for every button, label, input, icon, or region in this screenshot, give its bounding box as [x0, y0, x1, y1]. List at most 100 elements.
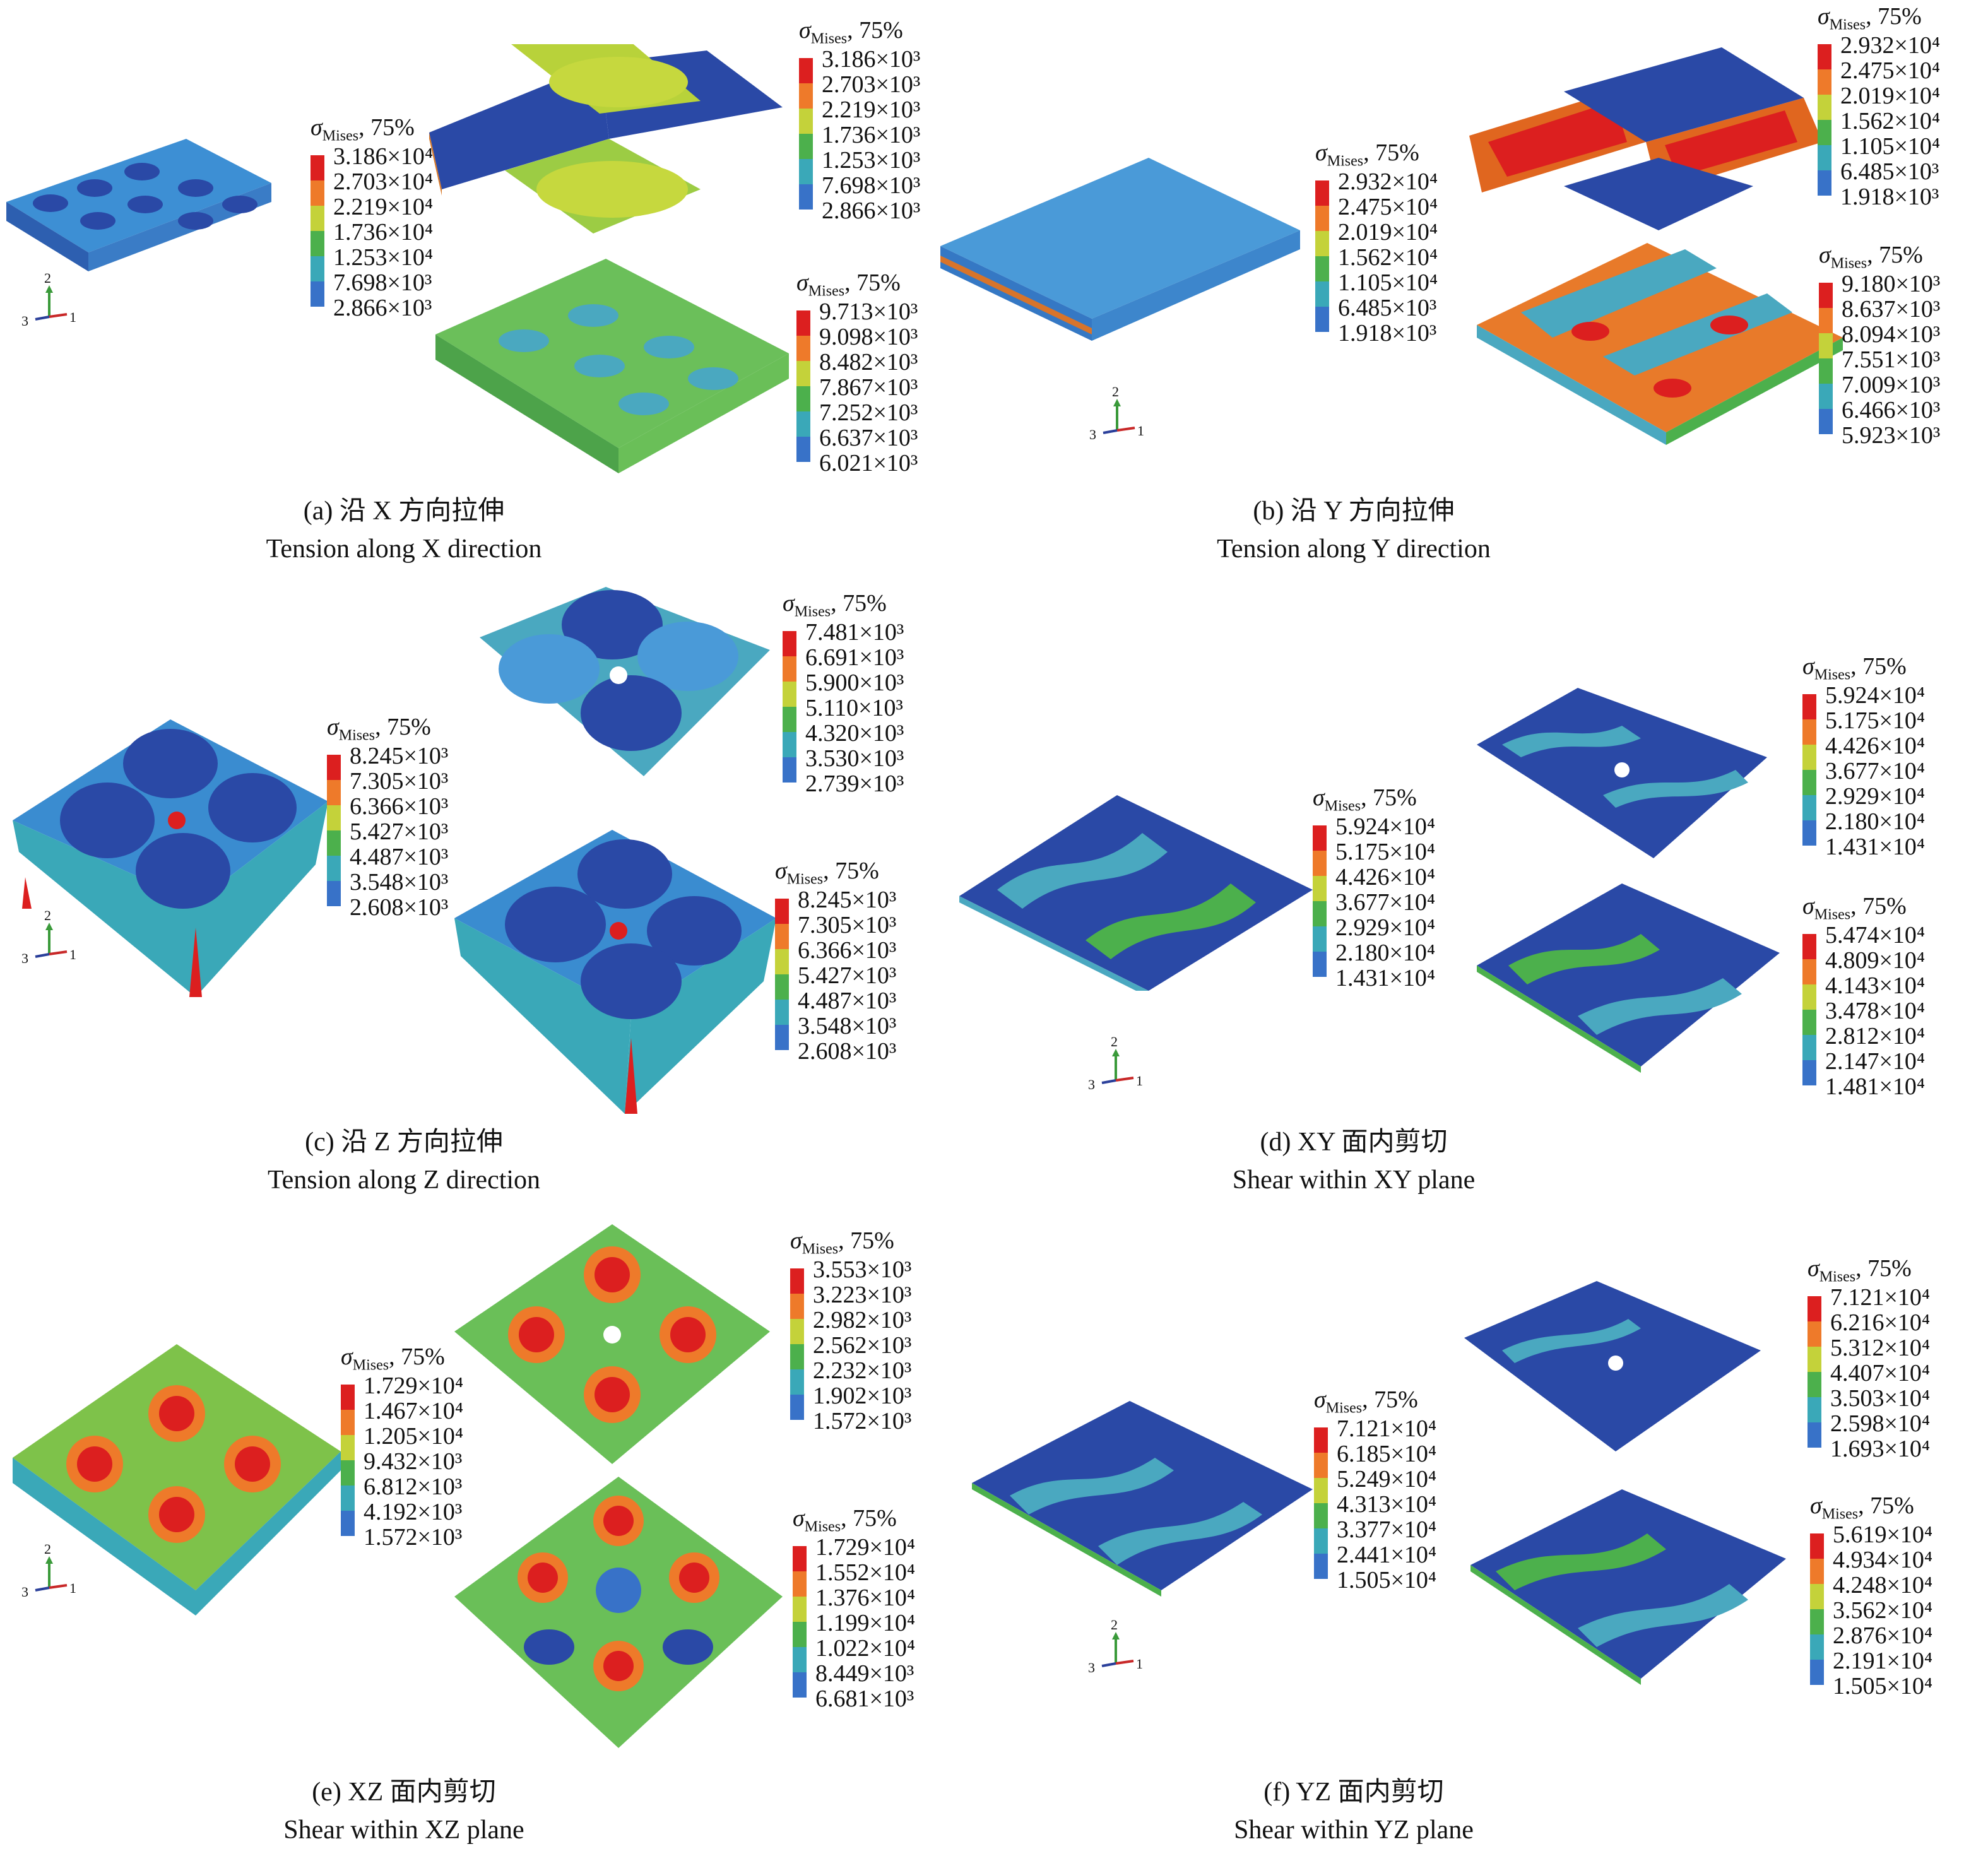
panel-b-legend-bottom: σMises, 75% 9.180×10³ 8.637×10³ 8.094×10³ 7.…: [1819, 239, 1988, 448]
legend-value: 3.548×10³: [350, 869, 449, 895]
legend-color-swatch: [1313, 901, 1327, 926]
legend-value: 3.677×10⁴: [1825, 758, 1926, 784]
legend-color-swatch: [796, 310, 810, 336]
panel-e-model-top: [454, 1224, 770, 1464]
legend-colorbar: [793, 1546, 807, 1698]
panel-b-model-main: [940, 158, 1300, 341]
legend-color-swatch: [793, 1647, 807, 1672]
legend-color-swatch: [793, 1571, 807, 1597]
panel-c-legend-main: σMises, 75% 8.245×10³ 7.305×10³ 6.366×10³ 5.…: [327, 711, 510, 920]
panel-a: σMises, 75% 3.186×10⁴ 2.703×10⁴ 2.219×10⁴ 1.…: [0, 0, 985, 606]
axis-3-line: [1101, 1662, 1116, 1667]
legend-value: 1.431×10⁴: [1335, 965, 1436, 991]
legend-color-swatch: [1315, 256, 1329, 281]
panel-a-legend-bottom: σMises, 75% 9.713×10³ 9.098×10³ 8.482×10³ 7.…: [796, 266, 979, 476]
legend-color-swatch: [1819, 283, 1833, 308]
legend-value: 4.248×10⁴: [1833, 1572, 1933, 1598]
panel-c-model-bottom: [454, 830, 776, 1114]
panel-f-legend-main: σMises, 75% 7.121×10⁴ 6.185×10⁴ 5.249×10⁴ 4.…: [1314, 1383, 1497, 1593]
legend-title: σMises, 75%: [1808, 1255, 1912, 1285]
legend-color-swatch: [1818, 44, 1831, 69]
axis-3-label: 3: [1089, 427, 1096, 442]
axis-2-arrow: [45, 1556, 53, 1564]
legend-color-swatch: [1315, 231, 1329, 256]
legend-value: 7.009×10³: [1842, 372, 1941, 398]
legend-color-swatch: [1808, 1372, 1821, 1397]
legend-value: 6.637×10³: [819, 425, 918, 451]
legend-color-swatch: [341, 1486, 355, 1511]
legend-color-swatch: [799, 58, 813, 83]
legend-value: 4.407×10⁴: [1830, 1360, 1931, 1386]
panel-e-model-bottom: [454, 1477, 783, 1748]
legend-color-swatch: [1810, 1533, 1824, 1559]
legend-value: 1.431×10⁴: [1825, 834, 1926, 860]
panel-d-axis-triad: 2 1 3: [1088, 1036, 1143, 1092]
legend-color-swatch: [311, 206, 324, 231]
legend-color-swatch: [311, 155, 324, 180]
legend-value: 4.192×10³: [364, 1499, 463, 1525]
panel-c-axis-triad: 2 1 3: [21, 910, 76, 966]
panel-d: σMises, 75% 5.924×10⁴ 5.175×10⁴ 4.426×10⁴ 3.…: [959, 587, 1969, 1195]
legend-value: 3.478×10⁴: [1825, 998, 1926, 1024]
legend-color-swatch: [1819, 308, 1833, 333]
legend-value: 3.553×10³: [813, 1256, 912, 1283]
legend-color-swatch: [796, 386, 810, 411]
panel-b-caption: (b) 沿 Y 方向拉伸 Tension along Y direction: [1038, 492, 1669, 568]
legend-color-swatch: [793, 1546, 807, 1571]
legend-value: 5.924×10⁴: [1825, 682, 1926, 709]
legend-color-swatch: [1808, 1296, 1821, 1321]
legend-color-swatch: [1818, 120, 1831, 145]
legend-value: 4.320×10³: [805, 720, 904, 747]
axis-3-label: 3: [1088, 1077, 1095, 1092]
legend-color-swatch: [783, 757, 796, 783]
legend-color-swatch: [1802, 770, 1816, 795]
legend-value: 7.481×10³: [805, 619, 904, 646]
legend-value: 3.377×10⁴: [1337, 1516, 1437, 1543]
panel-f-legend-bottom: σMises, 75% 5.619×10⁴ 4.934×10⁴ 4.248×10⁴ 3.…: [1810, 1489, 1988, 1699]
legend-colorbar: [327, 755, 341, 906]
legend-color-swatch: [799, 83, 813, 109]
legend-value: 5.474×10⁴: [1825, 922, 1926, 948]
legend-value: 3.186×10³: [822, 46, 921, 73]
legend-value: 3.223×10³: [813, 1282, 912, 1308]
legend-color-swatch: [1808, 1347, 1821, 1372]
legend-color-swatch: [1802, 719, 1816, 745]
legend-title: σMises, 75%: [311, 114, 415, 145]
legend-value: 9.180×10³: [1842, 271, 1941, 297]
legend-color-swatch: [783, 707, 796, 732]
legend-color-swatch: [796, 336, 810, 361]
legend-value: 1.729×10⁴: [815, 1534, 916, 1561]
legend-value: 2.929×10⁴: [1335, 914, 1436, 941]
legend-value: 9.432×10³: [364, 1448, 463, 1475]
panel-f-legend-top: σMises, 75% 7.121×10⁴ 6.216×10⁴ 5.312×10⁴ 4.…: [1808, 1252, 1988, 1462]
legend-value: 2.475×10⁴: [1840, 57, 1941, 84]
legend-value: 9.713×10³: [819, 298, 918, 325]
legend-value: 1.505×10⁴: [1337, 1567, 1437, 1593]
legend-value: 6.366×10³: [798, 937, 897, 964]
legend-value: 5.923×10³: [1842, 422, 1941, 449]
legend-value: 8.245×10³: [798, 887, 897, 913]
legend-color-swatch: [1802, 1010, 1816, 1035]
legend-value: 5.175×10⁴: [1825, 707, 1926, 734]
panel-f: σMises, 75% 7.121×10⁴ 6.185×10⁴ 5.249×10⁴ 4.…: [972, 1224, 1969, 1845]
panel-a-caption-en: Tension along X direction: [266, 535, 542, 564]
axis-1-line: [1115, 1660, 1134, 1665]
legend-colorbar: [1314, 1427, 1328, 1579]
axis-2-label: 2: [44, 910, 51, 923]
legend-value: 6.021×10³: [819, 450, 918, 476]
legend-value: 8.449×10³: [815, 1660, 914, 1687]
panel-e: σMises, 75% 1.729×10⁴ 1.467×10⁴ 1.205×10⁴ 9.…: [0, 1224, 985, 1845]
legend-value: 2.180×10⁴: [1825, 808, 1926, 835]
legend-title: σMises, 75%: [793, 1505, 897, 1535]
legend-value: 3.186×10⁴: [333, 143, 434, 170]
panel-c-caption-cn: (c) 沿 Z 方向拉伸: [305, 1128, 503, 1157]
legend-value: 2.812×10⁴: [1825, 1023, 1926, 1049]
legend-color-swatch: [775, 974, 789, 1000]
panel-d-caption-cn: (d) XY 面内剪切: [1260, 1128, 1448, 1157]
axis-3-line: [1101, 1079, 1116, 1084]
legend-value: 7.698×10³: [822, 172, 921, 199]
legend-color-swatch: [1314, 1478, 1328, 1503]
legend-color-swatch: [311, 180, 324, 206]
legend-colorbar: [1808, 1296, 1821, 1448]
legend-color-swatch: [775, 949, 789, 974]
